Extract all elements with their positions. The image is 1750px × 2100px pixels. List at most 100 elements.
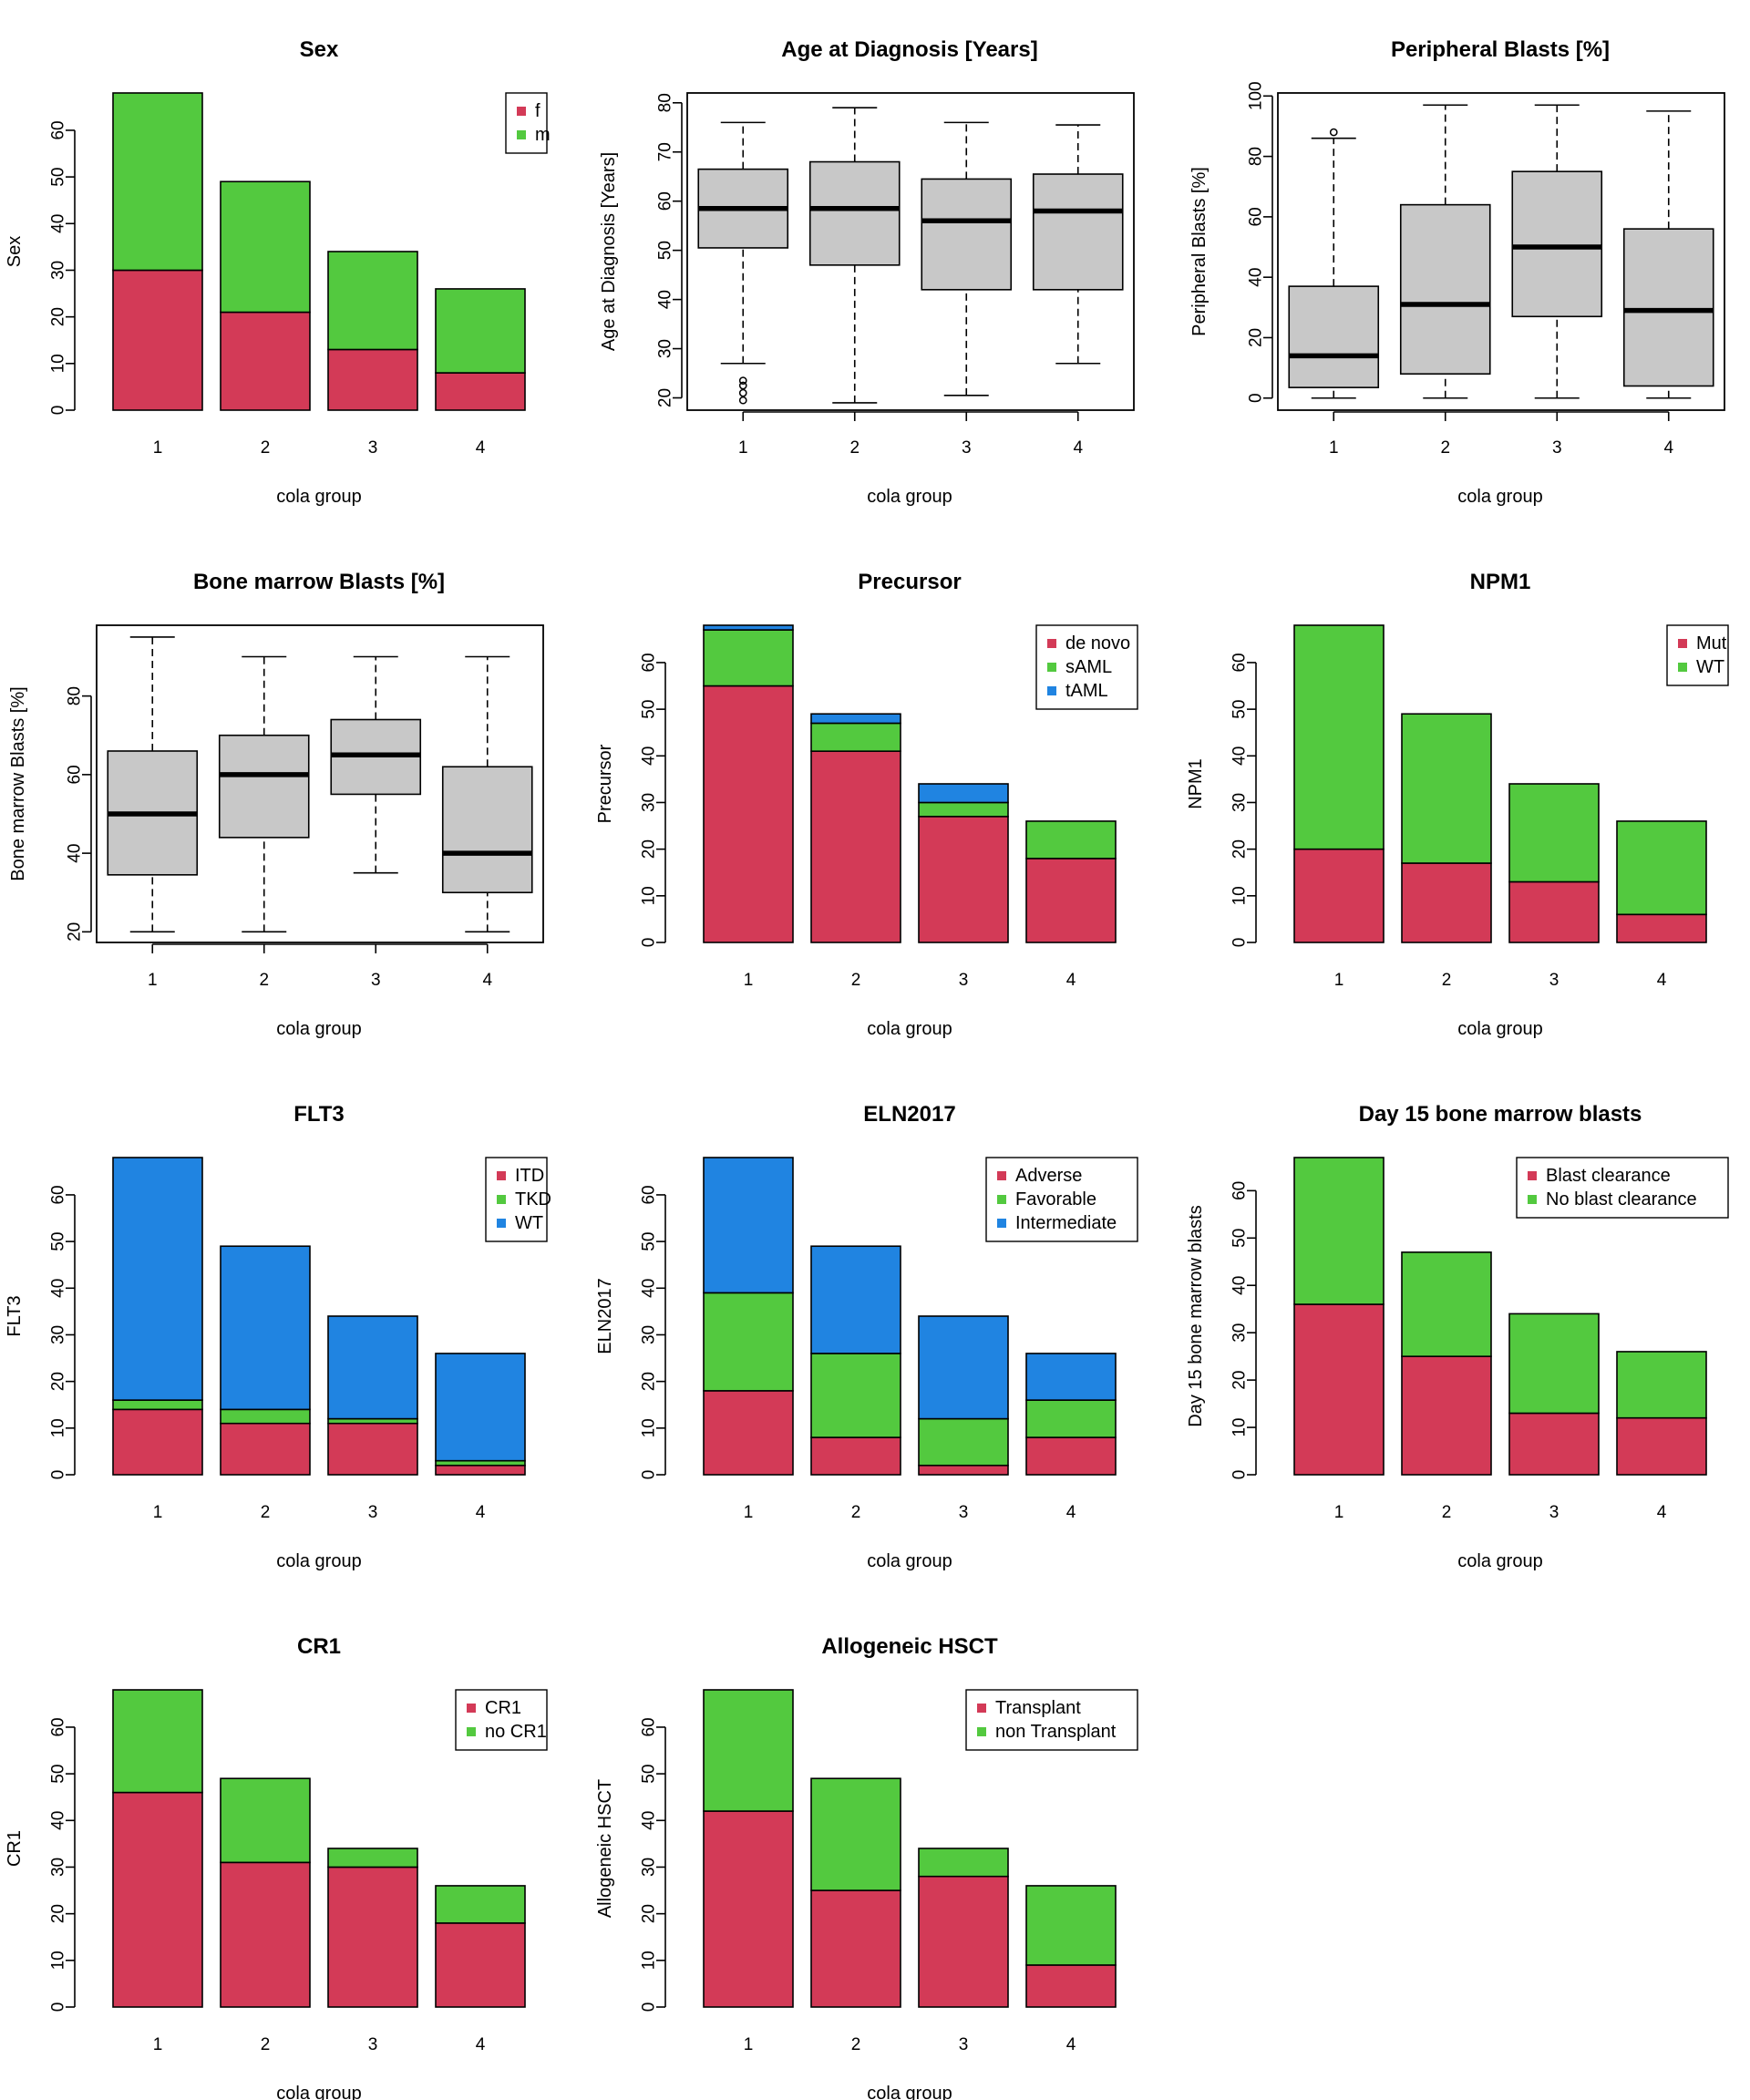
bar-segment-no-cr1 xyxy=(220,1777,311,1864)
y-axis-label: Bone marrow Blasts [%] xyxy=(8,686,28,880)
x-tick-label: 2 xyxy=(849,438,860,458)
y-tick-label: 50 xyxy=(1230,1229,1250,1248)
x-tick-label: 1 xyxy=(744,1503,754,1522)
box-iqr xyxy=(1511,170,1603,318)
legend-box xyxy=(1516,1157,1729,1219)
legend: CR1 no CR1 xyxy=(455,1689,548,1751)
y-tick-label: 40 xyxy=(49,1811,68,1830)
bar-segment-adverse xyxy=(1025,1436,1117,1476)
y-tick-label: 20 xyxy=(656,388,675,407)
legend-swatch xyxy=(977,1704,986,1713)
x-axis-label: cola group xyxy=(1457,1019,1542,1039)
x-tick-label: 1 xyxy=(1334,1503,1344,1522)
bar-segment-tkd xyxy=(112,1399,203,1411)
legend-swatch xyxy=(517,130,526,139)
y-tick-label: 60 xyxy=(49,120,68,139)
bar-segment-wt xyxy=(435,1353,526,1462)
y-tick-label: 30 xyxy=(640,1325,659,1344)
legend-swatch xyxy=(977,1727,986,1736)
bar-segment-saml xyxy=(703,629,794,687)
bar-segment-f xyxy=(435,372,526,411)
x-tick-label: 3 xyxy=(959,971,969,990)
y-tick-label: 70 xyxy=(656,142,675,161)
outlier-point xyxy=(738,396,747,405)
legend-label: CR1 xyxy=(485,1698,521,1718)
y-tick-label: 20 xyxy=(1230,839,1250,859)
chart-panel-bone-marrow-blasts: 20 40 60 80 1 2 3 4 Bone marrow Blasts [%] cola g… xyxy=(8,570,544,1039)
y-tick-label: 20 xyxy=(49,307,68,326)
legend: Transplant non Transplant xyxy=(965,1689,1138,1751)
box-group-3 xyxy=(1511,104,1603,399)
bar-segment-wt xyxy=(112,1157,203,1401)
chart-title: Age at Diagnosis [Years] xyxy=(781,37,1037,62)
bar-segment-mut xyxy=(1401,862,1492,943)
bar-segment-non-transplant xyxy=(810,1777,901,1891)
bar-segment-intermediate xyxy=(703,1157,794,1294)
box-iqr xyxy=(808,160,901,266)
box-iqr xyxy=(1288,285,1380,388)
x-tick-label: 2 xyxy=(851,2035,861,2054)
box-group-4 xyxy=(1032,124,1124,365)
x-tick-label: 1 xyxy=(1334,971,1344,990)
x-tick-label: 2 xyxy=(851,971,861,990)
bar-segment-favorable xyxy=(703,1292,794,1392)
y-tick-label: 50 xyxy=(656,241,675,260)
y-axis-label: Peripheral Blasts [%] xyxy=(1189,167,1210,336)
box-group-3 xyxy=(921,121,1013,396)
legend-swatch xyxy=(997,1171,1006,1180)
bar-segment-favorable xyxy=(810,1353,901,1438)
y-tick-label: 0 xyxy=(49,1470,68,1480)
x-tick-label: 4 xyxy=(1657,971,1667,990)
y-tick-label: 0 xyxy=(640,2002,659,2012)
legend-swatch xyxy=(467,1704,476,1713)
outlier-point xyxy=(738,381,747,390)
y-tick-label: 0 xyxy=(49,406,68,416)
bar-segment-taml xyxy=(810,713,901,725)
chart-panel-peripheral-blasts: 0 20 40 60 80 100 1 2 3 4 Peripheral Blasts [%] col… xyxy=(1189,37,1725,507)
y-tick-label: 30 xyxy=(49,261,68,280)
y-tick-label: 60 xyxy=(49,1717,68,1736)
y-tick-label: 50 xyxy=(640,1232,659,1251)
chart-title: Bone marrow Blasts [%] xyxy=(193,570,445,594)
bar-segment-de-novo xyxy=(1025,858,1117,943)
x-axis-label: cola group xyxy=(1457,1551,1542,1571)
y-axis-label: NPM1 xyxy=(1186,758,1206,809)
bar-segment-no-blast-clearance xyxy=(1401,1251,1492,1357)
y-tick-label: 40 xyxy=(49,1279,68,1298)
legend-box xyxy=(965,1689,1138,1751)
x-tick-label: 2 xyxy=(1442,971,1452,990)
x-tick-label: 3 xyxy=(962,438,972,458)
chart-title: ELN2017 xyxy=(863,1102,955,1127)
x-tick-label: 4 xyxy=(1657,1503,1667,1522)
bar-segment-saml xyxy=(810,722,901,752)
plot-frame xyxy=(96,624,544,943)
y-tick-label: 0 xyxy=(49,2002,68,2012)
x-axis-label: cola group xyxy=(276,2084,361,2100)
y-tick-label: 10 xyxy=(640,886,659,905)
legend-box xyxy=(505,92,548,154)
x-tick-label: 4 xyxy=(1066,1503,1076,1522)
chart-panel-eln2017: 0 10 20 30 40 50 60 1 2 3 4 ELN2017 cola group ELN201… xyxy=(595,1102,1138,1571)
legend: Adverse Favorable Intermediate xyxy=(985,1157,1138,1242)
bar-segment-saml xyxy=(1025,820,1117,860)
legend-box xyxy=(485,1157,548,1242)
y-tick-label: 40 xyxy=(1247,268,1266,287)
y-tick-label: 30 xyxy=(1230,1323,1250,1343)
y-tick-label: 50 xyxy=(49,168,68,187)
y-tick-label: 60 xyxy=(640,1185,659,1204)
x-tick-label: 1 xyxy=(148,971,158,990)
bar-segment-de-novo xyxy=(810,750,901,943)
legend-swatch xyxy=(1528,1171,1537,1180)
chart-panel-day-15-bone-marrow-blasts: 0 10 20 30 40 50 60 1 2 3 4 Day 15 bone marrow blas… xyxy=(1186,1102,1729,1571)
bar-segment-de-novo xyxy=(918,816,1009,943)
y-tick-label: 30 xyxy=(49,1325,68,1344)
legend-label: non Transplant xyxy=(995,1722,1117,1742)
legend-label: tAML xyxy=(1065,681,1108,701)
bar-segment-itd xyxy=(220,1422,311,1476)
legend-label: m xyxy=(535,125,551,145)
y-tick-label: 30 xyxy=(640,1858,659,1877)
x-tick-label: 4 xyxy=(1073,438,1083,458)
box-group-1 xyxy=(1288,128,1380,399)
y-tick-label: 60 xyxy=(1230,653,1250,672)
box-group-2 xyxy=(218,655,310,933)
